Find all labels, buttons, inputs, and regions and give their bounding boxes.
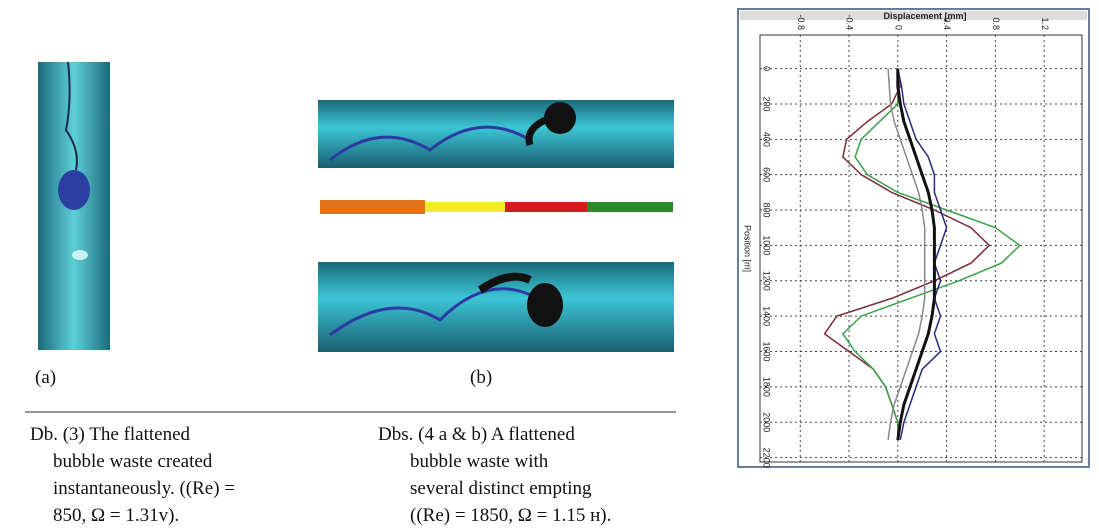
chart-title: Displacement [mm] <box>883 11 966 21</box>
x-tick-label: 0 <box>762 66 772 71</box>
photo-b-bottom <box>318 262 674 352</box>
y-tick-label: 0 <box>893 25 903 30</box>
color-bar <box>320 200 673 214</box>
caption-line: Dbs. (4 a & b) A flattened <box>378 424 575 445</box>
figure: (a) (b) Db. (3) The flattened bubble wast… <box>0 0 1099 532</box>
plot-area <box>760 35 1082 462</box>
x-tick-label: 1600 <box>762 341 772 361</box>
caption-line: bubble waste created <box>53 451 213 472</box>
x-tick-label: 2000 <box>762 412 772 432</box>
panel-label: (a) <box>35 367 56 388</box>
x-tick-label: 1800 <box>762 377 772 397</box>
caption-line: 850, Ω = 1.31v). <box>53 505 179 526</box>
x-tick-label: 1400 <box>762 306 772 326</box>
x-axis-label: Position [m] <box>743 225 753 272</box>
panel-label: (b) <box>470 367 492 388</box>
y-tick-label: 1.2 <box>1040 17 1050 30</box>
x-tick-label: 800 <box>762 203 772 218</box>
x-tick-label: 200 <box>762 96 772 111</box>
y-tick-label: 0.4 <box>942 17 952 30</box>
photo-b-top <box>318 100 674 168</box>
y-tick-label: -0.4 <box>845 14 855 30</box>
x-tick-label: 600 <box>762 167 772 182</box>
x-tick-label: 1000 <box>762 235 772 255</box>
x-tick-label: 1200 <box>762 271 772 291</box>
y-tick-label: -0.8 <box>796 14 806 30</box>
y-tick-label: 0.8 <box>991 17 1001 30</box>
caption-line: several distinct empting <box>410 478 592 499</box>
caption-line: Db. (3) The flattened <box>30 424 191 445</box>
caption: Db. (3) The flattened bubble waste create… <box>30 424 235 526</box>
caption: Dbs. (4 a & b) A flattened bubble waste w… <box>378 424 611 526</box>
caption-line: ((Re) = 1850, Ω = 1.15 н). <box>410 505 611 526</box>
photo-a <box>38 62 110 350</box>
x-tick-label: 400 <box>762 132 772 147</box>
x-tick-label: 2200 <box>762 448 772 468</box>
caption-line: bubble waste with <box>410 451 549 472</box>
caption-line: instantaneously. ((Re) = <box>53 478 235 499</box>
